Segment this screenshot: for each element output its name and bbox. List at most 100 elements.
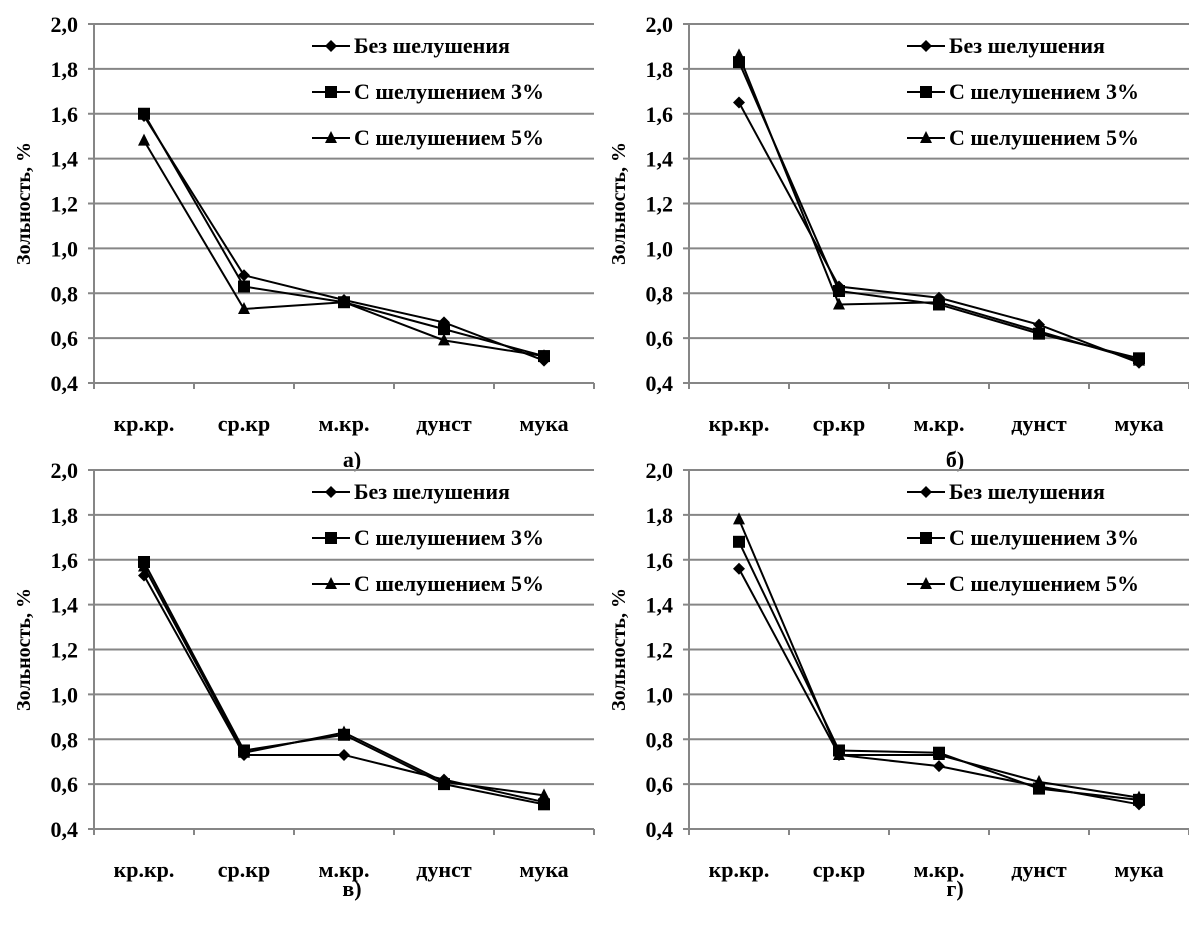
series-line — [143, 113, 545, 358]
series-triangle — [138, 559, 550, 801]
x-tick-label: кр.кр. — [114, 857, 175, 882]
data-point — [1033, 774, 1045, 787]
data-point — [238, 280, 250, 293]
y-tick-label: 1,0 — [646, 682, 674, 707]
chart-panel-v: 0,4 0,6 0,8 1,0 1,2 1,4 1,6 1,8 2,0 кр.кр. ср.кр м.… — [0, 446, 595, 914]
panel-label: в) — [342, 876, 361, 901]
legend: Без шелушения С шелушением 3% С шелушением… — [312, 33, 544, 150]
data-point — [138, 107, 150, 120]
x-tick-label: ср.кр — [218, 857, 270, 882]
y-tick-label: 1,4 — [646, 147, 674, 172]
legend-label: Без шелушения — [354, 33, 510, 58]
data-point — [933, 760, 945, 773]
legend-marker — [325, 577, 337, 589]
y-tick-label: 1,4 — [646, 593, 674, 618]
y-axis-title: Зольность, % — [13, 142, 35, 265]
data-point — [933, 295, 945, 308]
y-tick-label: 1,2 — [646, 638, 674, 663]
gridlines — [683, 23, 1189, 384]
data-point — [733, 512, 745, 525]
chart-g-svg: 0,4 0,6 0,8 1,0 1,2 1,4 1,6 1,8 2,0 кр.кр. ср.кр м.… — [608, 458, 1189, 901]
x-tick-label: ср.кр — [218, 411, 270, 436]
y-tick-label: 2,0 — [51, 458, 79, 483]
x-tick-label: кр.кр. — [709, 411, 770, 436]
y-tick-label: 0,8 — [646, 727, 674, 752]
legend-label: С шелушением 3% — [949, 525, 1139, 550]
y-tick-label: 0,6 — [51, 326, 79, 351]
data-point — [438, 323, 450, 336]
x-tick-label: мука — [1114, 857, 1163, 882]
y-tick-label: 1,2 — [51, 192, 79, 217]
data-point — [733, 96, 745, 109]
x-tick-label: мука — [1114, 411, 1163, 436]
chart-v-svg: 0,4 0,6 0,8 1,0 1,2 1,4 1,6 1,8 2,0 кр.кр. ср.кр м.… — [13, 458, 595, 901]
panel-label: а) — [343, 447, 361, 472]
y-tick-label: 1,4 — [51, 593, 79, 618]
series-diamond — [733, 562, 1145, 811]
data-point — [1133, 790, 1145, 803]
y-tick-label: 0,6 — [646, 772, 674, 797]
y-tick-label: 1,0 — [646, 236, 674, 261]
legend-label: С шелушением 5% — [354, 571, 544, 596]
y-tick-label: 2,0 — [646, 458, 674, 483]
legend-marker — [325, 131, 337, 143]
chart-a-svg: 0,4 0,6 0,8 1,0 1,2 1,4 1,6 1,8 2,0 кр.кр. ср.кр м.… — [13, 12, 595, 472]
y-tick-label: 0,6 — [646, 326, 674, 351]
y-tick-label: 0,4 — [646, 817, 674, 842]
y-tick-label: 1,6 — [646, 102, 674, 127]
x-tick-label: м.кр. — [914, 411, 965, 436]
y-tick-label: 0,4 — [51, 371, 79, 396]
legend-label: С шелушением 3% — [949, 79, 1139, 104]
y-tick-label: 1,8 — [51, 503, 79, 528]
data-point — [338, 725, 350, 738]
series-line — [143, 574, 545, 804]
legend-marker — [920, 486, 932, 498]
data-point — [538, 349, 550, 362]
gridlines — [88, 23, 594, 384]
y-tick-label: 0,8 — [51, 727, 79, 752]
data-point — [138, 133, 150, 146]
data-point — [138, 559, 150, 572]
legend-label: С шелушением 5% — [354, 125, 544, 150]
legend-label: Без шелушения — [949, 33, 1105, 58]
y-tick-label: 1,2 — [51, 638, 79, 663]
legend-label: С шелушением 5% — [949, 571, 1139, 596]
x-tick-label: дунст — [416, 857, 472, 882]
x-tick-label: ср.кр — [813, 857, 865, 882]
legend-label: Без шелушения — [949, 479, 1105, 504]
y-tick-label: 0,4 — [646, 371, 674, 396]
series-triangle — [733, 48, 1145, 366]
gridlines — [88, 469, 594, 830]
data-point — [238, 269, 250, 282]
data-point — [238, 301, 250, 314]
legend-marker — [920, 40, 932, 52]
y-tick-label: 1,6 — [646, 548, 674, 573]
legend-marker — [920, 131, 932, 143]
y-tick-label: 1,8 — [646, 57, 674, 82]
x-tick-label: м.кр. — [914, 857, 965, 882]
x-tick-label: мука — [519, 857, 568, 882]
data-point — [733, 535, 745, 548]
y-tick-label: 2,0 — [646, 12, 674, 37]
data-point — [833, 285, 845, 298]
x-tick-label: м.кр. — [319, 411, 370, 436]
y-tick-label: 0,4 — [51, 817, 79, 842]
legend-marker — [920, 86, 932, 98]
x-tick-label: кр.кр. — [709, 857, 770, 882]
legend-label: С шелушением 3% — [354, 525, 544, 550]
chart-panel-a: 0,4 0,6 0,8 1,0 1,2 1,4 1,6 1,8 2,0 кр.кр. ср.кр м.… — [0, 0, 595, 472]
x-tick-label: кр.кр. — [114, 411, 175, 436]
y-tick-label: 1,6 — [51, 102, 79, 127]
chart-panel-b: 0,4 0,6 0,8 1,0 1,2 1,4 1,6 1,8 2,0 кр.кр. ср.кр м.… — [595, 0, 1189, 472]
data-point — [438, 333, 450, 346]
panel-label: г) — [946, 876, 963, 901]
y-tick-label: 1,6 — [51, 548, 79, 573]
legend-marker — [920, 532, 932, 544]
data-point — [1133, 353, 1145, 366]
data-point — [138, 569, 150, 582]
chart-panel-g: 0,4 0,6 0,8 1,0 1,2 1,4 1,6 1,8 2,0 кр.кр. ср.кр м.… — [595, 446, 1189, 914]
y-tick-label: 1,0 — [51, 236, 79, 261]
data-point — [338, 748, 350, 761]
series-line — [143, 115, 545, 362]
